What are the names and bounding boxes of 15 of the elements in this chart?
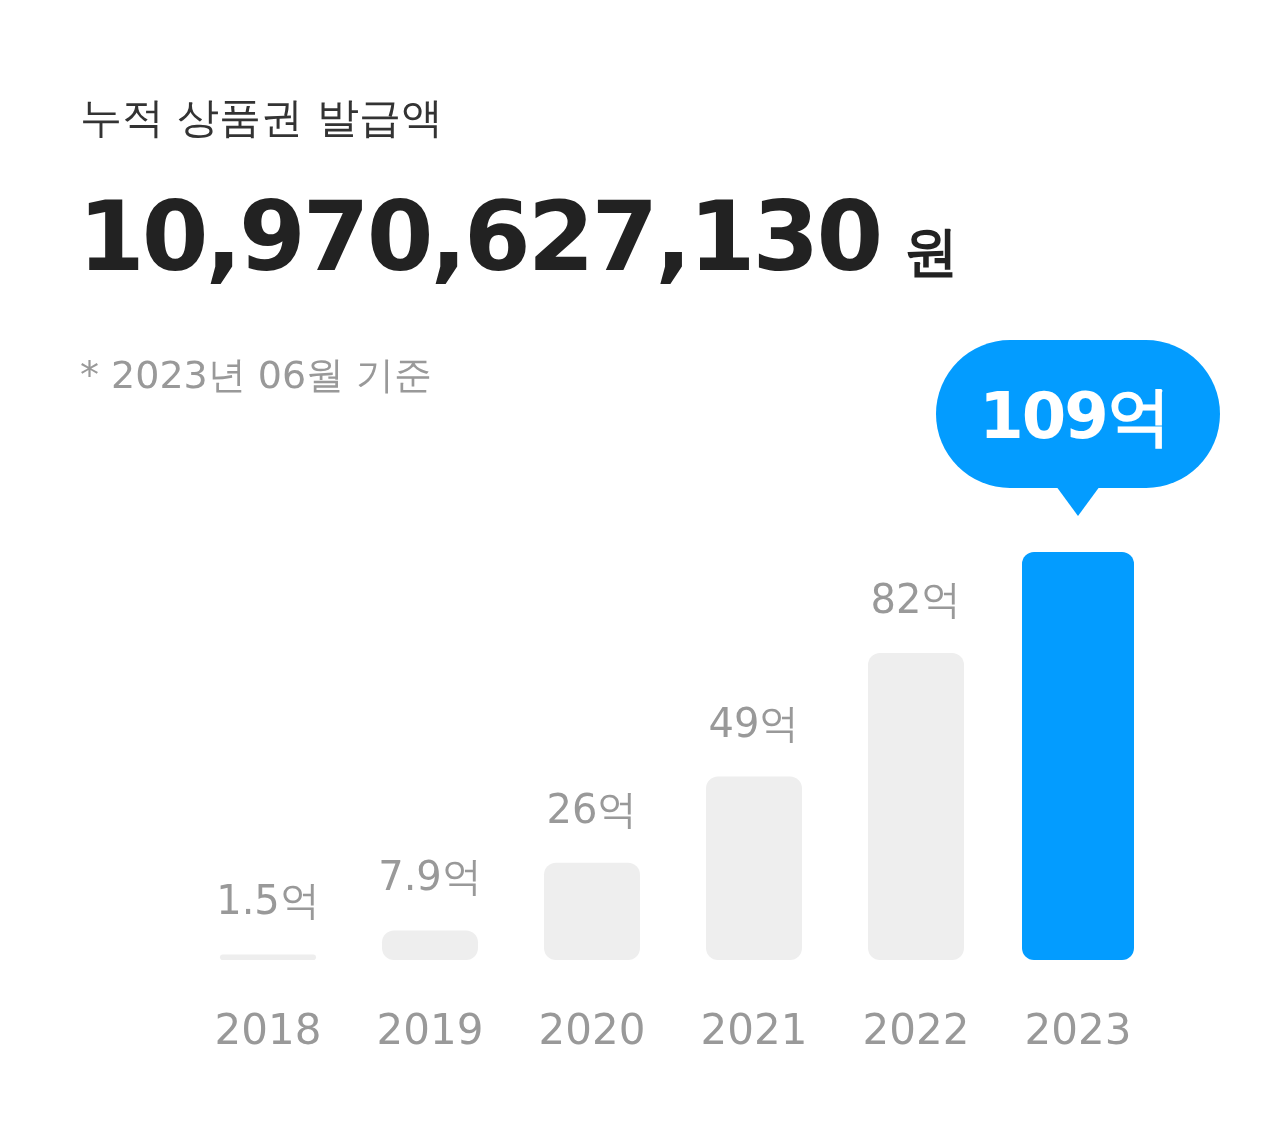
chart-subtitle: 10,970,627,130 원 bbox=[78, 181, 956, 293]
data-label: 82억 bbox=[870, 576, 962, 623]
text: * 2023년 06월 기준 bbox=[80, 353, 433, 397]
data-label: 109억 bbox=[979, 379, 1169, 453]
data-label: 26억 bbox=[546, 785, 638, 832]
x-tick-label: 2022 bbox=[862, 1005, 970, 1054]
data-label: 1.5억 bbox=[216, 877, 320, 924]
x-tick-label: 2023 bbox=[1024, 1005, 1132, 1054]
x-tick-label: 2019 bbox=[376, 1005, 484, 1054]
data-label: 7.9억 bbox=[378, 853, 482, 900]
chart-title: 누적 상품권 발급액 bbox=[80, 93, 443, 142]
data-label: 49억 bbox=[708, 699, 800, 746]
x-tick-label: 2020 bbox=[538, 1005, 646, 1054]
x-tick-label: 2018 bbox=[214, 1005, 322, 1054]
x-tick-label: 2021 bbox=[700, 1005, 808, 1054]
